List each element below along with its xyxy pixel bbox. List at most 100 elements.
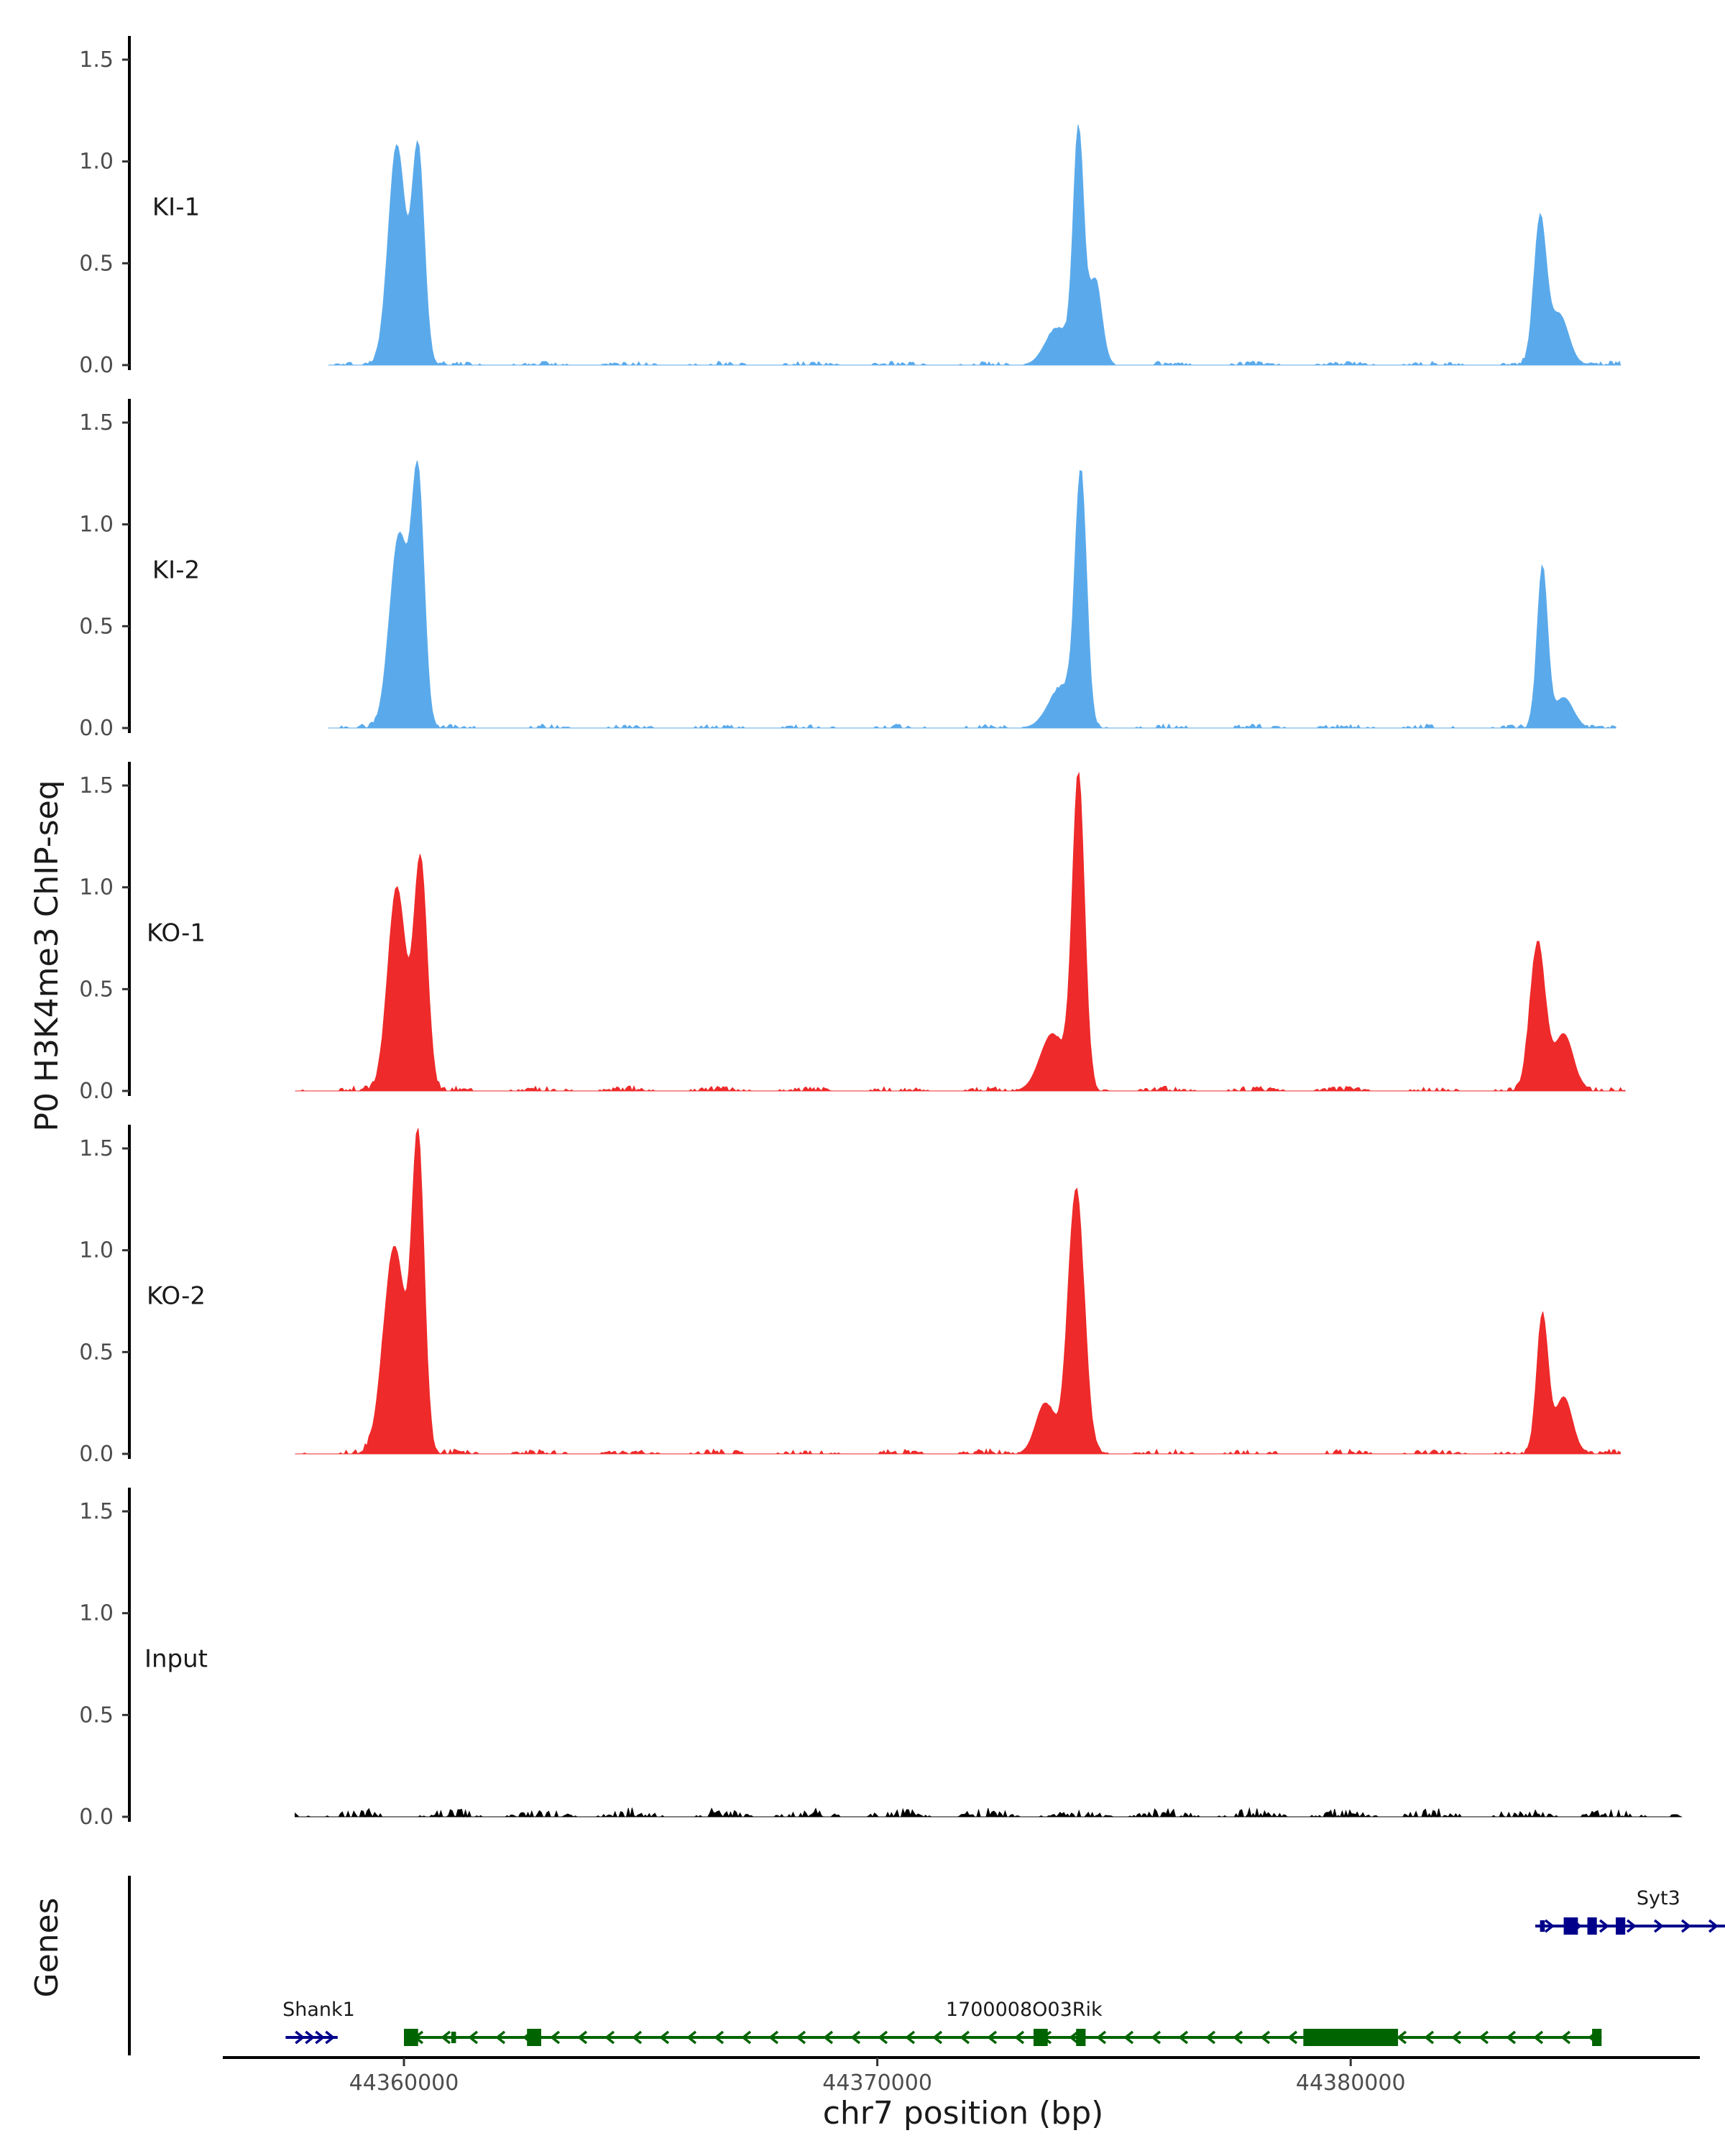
- strand-arrow: [932, 2030, 943, 2045]
- track-label: Input: [144, 1645, 208, 1674]
- genes-axis-title: Genes: [29, 1897, 65, 1997]
- y-tick-label: 0.0: [79, 353, 114, 378]
- strand-arrow: [1233, 2030, 1243, 2045]
- strand-arrow: [659, 2030, 670, 2045]
- exon-block: [1587, 1917, 1597, 1935]
- exon-block: [1563, 1917, 1578, 1935]
- strand-arrow: [1560, 2030, 1571, 2045]
- track-ki-2: 0.0 0.5 1.0 1.5 KI-2: [79, 399, 1616, 741]
- strand-arrow: [604, 2030, 615, 2045]
- y-tick-label: 1.5: [79, 410, 114, 436]
- track-input: 0.0 0.5 1.0 1.5 Input: [79, 1488, 1683, 1830]
- y-tick-label: 0.5: [79, 1340, 114, 1365]
- exon-block: [1592, 2029, 1602, 2046]
- strand-arrow: [495, 2030, 506, 2045]
- signal-area: [295, 1807, 1683, 1818]
- strand-arrow: [1653, 1919, 1664, 1933]
- exon-block: [1303, 2029, 1399, 2046]
- gene-label: 1700008O03Rik: [946, 1999, 1103, 2021]
- y-tick-label: 1.5: [79, 1499, 114, 1524]
- signal-area: [295, 771, 1627, 1092]
- signal-area: [328, 460, 1616, 729]
- y-tick-label: 0.0: [79, 1442, 114, 1467]
- strand-arrow: [1708, 1919, 1719, 1933]
- strand-arrow: [1178, 2030, 1189, 2045]
- y-tick-label: 0.0: [79, 716, 114, 741]
- track-label: KO-2: [147, 1282, 206, 1311]
- tracks-layer: 0.0 0.5 1.0 1.5 KI-1 0.0 0.5 1.0 1.5 KI-2 0.0 0.5 1.…: [79, 36, 1683, 1830]
- gene-label: Shank1: [282, 1999, 355, 2021]
- strand-arrow: [1096, 2030, 1107, 2045]
- y-tick-label: 1.0: [79, 1238, 114, 1263]
- gene-shank1: Shank1: [282, 1999, 355, 2045]
- strand-arrow: [1151, 2030, 1162, 2045]
- x-tick-label: 44370000: [822, 2070, 932, 2096]
- strand-arrow: [1014, 2030, 1025, 2045]
- strand-arrow: [1205, 2030, 1216, 2045]
- gene-syt3: Syt3: [1535, 1887, 1725, 1935]
- strand-arrow: [905, 2030, 916, 2045]
- x-axis-title: chr7 position (bp): [823, 2095, 1104, 2132]
- strand-arrow: [878, 2030, 888, 2045]
- y-tick-label: 1.0: [79, 149, 114, 175]
- track-ki-1: 0.0 0.5 1.0 1.5 KI-1: [79, 36, 1622, 378]
- track-label: KI-1: [152, 193, 200, 222]
- strand-arrow: [305, 2030, 316, 2045]
- strand-arrow: [295, 2030, 305, 2045]
- y-tick-label: 1.0: [79, 1601, 114, 1626]
- strand-arrow: [1397, 2030, 1407, 2045]
- exon-block: [403, 2029, 418, 2046]
- gene-1700008o03rik: 1700008O03Rik: [403, 1999, 1602, 2046]
- strand-arrow: [315, 2030, 326, 2045]
- strand-arrow: [741, 2030, 752, 2045]
- track-ko-1: 0.0 0.5 1.0 1.5 KO-1: [79, 762, 1627, 1104]
- strand-arrow: [768, 2030, 779, 2045]
- exon-block: [1616, 1917, 1626, 1935]
- y-tick-label: 0.5: [79, 977, 114, 1002]
- exon-block: [1076, 2029, 1086, 2046]
- x-tick-label: 44380000: [1296, 2070, 1406, 2096]
- strand-arrow: [1680, 1919, 1691, 1933]
- x-tick-label: 44360000: [349, 2070, 459, 2096]
- strand-arrow: [632, 2030, 643, 2045]
- strand-arrow: [1544, 1919, 1555, 1933]
- strand-arrow: [686, 2030, 697, 2045]
- y-tick-label: 1.0: [79, 875, 114, 900]
- strand-arrow: [1069, 2030, 1080, 2045]
- y-tick-label: 0.0: [79, 1805, 114, 1830]
- strand-arrow: [1424, 2030, 1435, 2045]
- strand-arrow: [577, 2030, 588, 2045]
- y-tick-label: 1.0: [79, 512, 114, 538]
- y-tick-label: 1.5: [79, 1136, 114, 1161]
- track-label: KO-1: [147, 919, 206, 948]
- y-tick-label: 0.5: [79, 251, 114, 276]
- strand-arrow: [1506, 2030, 1517, 2045]
- strand-arrow: [987, 2030, 998, 2045]
- exon-block: [1033, 2029, 1048, 2046]
- exon-block: [1540, 1920, 1545, 1932]
- strand-arrow: [796, 2030, 806, 2045]
- exon-block: [527, 2029, 541, 2046]
- strand-arrow: [960, 2030, 970, 2045]
- strand-arrow: [1533, 2030, 1544, 2045]
- strand-arrow: [823, 2030, 834, 2045]
- strand-arrow: [1478, 2030, 1489, 2045]
- y-tick-label: 0.5: [79, 1703, 114, 1728]
- strand-arrow: [1598, 1919, 1609, 1933]
- strand-arrow: [1451, 2030, 1462, 2045]
- strand-arrow: [441, 2030, 451, 2045]
- gene-label: Syt3: [1637, 1887, 1680, 1909]
- strand-arrow: [468, 2030, 479, 2045]
- strand-arrow: [714, 2030, 724, 2045]
- x-axis: 44360000 44370000 44380000: [223, 2056, 1700, 2096]
- strand-arrow: [1260, 2030, 1271, 2045]
- genes-panel: Shank1 1700008O03Rik Syt3: [128, 1876, 1725, 2055]
- track-label: KI-2: [152, 556, 200, 585]
- track-ko-2: 0.0 0.5 1.0 1.5 KO-2: [79, 1125, 1622, 1467]
- strand-arrow: [1287, 2030, 1298, 2045]
- y-tick-label: 1.5: [79, 47, 114, 73]
- strand-arrow: [850, 2030, 861, 2045]
- y-tick-label: 1.5: [79, 773, 114, 798]
